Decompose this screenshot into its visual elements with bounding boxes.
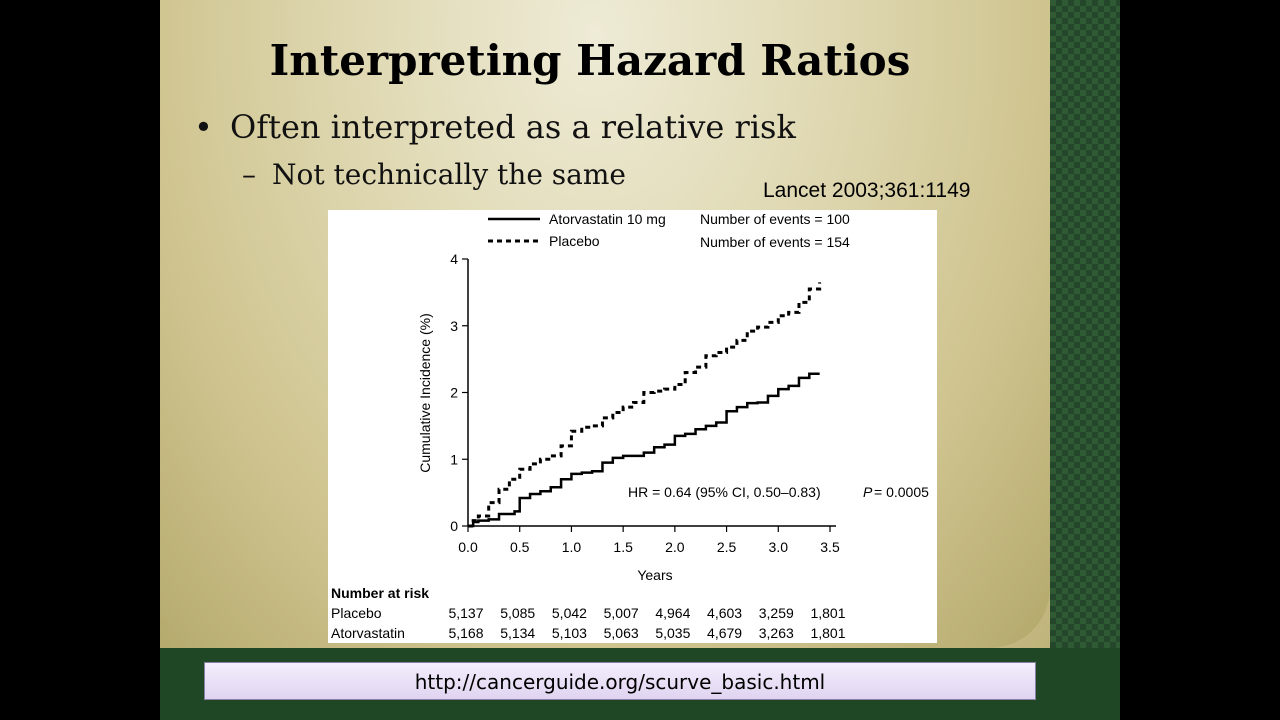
x-tick-label: 1.0	[562, 539, 582, 555]
legend-events-atorvastatin: Number of events = 100	[700, 211, 850, 227]
p-value-symbol: P	[863, 484, 873, 500]
kaplan-meier-chart: Atorvastatin 10 mg Number of events = 10…	[331, 211, 929, 641]
chart-legend: Atorvastatin 10 mg Number of events = 10…	[488, 211, 850, 250]
x-tick-label: 3.5	[820, 539, 840, 555]
sub-bullet-text: Not technically the same	[272, 158, 626, 191]
x-tick-label: 2.5	[717, 539, 737, 555]
risk-table-cell: 4,964	[655, 605, 690, 621]
risk-table-cell: 4,603	[707, 605, 742, 621]
risk-table-cell: 3,259	[759, 605, 794, 621]
checker-border	[1050, 0, 1120, 720]
series-line-placebo	[468, 282, 822, 528]
risk-row-label: Atorvastatin	[331, 625, 405, 641]
risk-table-cell: 5,063	[604, 625, 639, 641]
risk-table-cell: 5,007	[604, 605, 639, 621]
y-tick-label: 0	[450, 518, 458, 534]
x-tick-label: 0.5	[510, 539, 530, 555]
risk-table-cell: 1,801	[810, 625, 845, 641]
chart-figure: Atorvastatin 10 mg Number of events = 10…	[328, 210, 937, 643]
legend-label-atorvastatin: Atorvastatin 10 mg	[549, 211, 666, 227]
p-value-annotation: = 0.0005	[874, 484, 929, 500]
risk-row-label: Placebo	[331, 605, 382, 621]
x-tick-label: 1.5	[613, 539, 633, 555]
x-tick-label: 0.0	[458, 539, 478, 555]
chart-series	[468, 282, 822, 528]
risk-table: Placebo 5,137 5,085 5,042 5,007 4,964 4,603 3,2…	[331, 605, 846, 641]
risk-table-cell: 5,103	[552, 625, 587, 641]
source-link[interactable]: http://cancerguide.org/scurve_basic.html	[204, 662, 1036, 700]
risk-table-cell: 5,134	[500, 625, 535, 641]
slide-title: Interpreting Hazard Ratios	[269, 36, 911, 85]
bullet-item: • Often interpreted as a relative risk	[194, 108, 796, 146]
slide: Interpreting Hazard Ratios • Often interp…	[160, 0, 1120, 720]
x-tick-label: 3.0	[769, 539, 789, 555]
risk-table-cell: 5,137	[448, 605, 483, 621]
y-tick-label: 2	[450, 385, 458, 401]
legend-label-placebo: Placebo	[549, 233, 600, 249]
y-tick-label: 3	[450, 318, 458, 334]
risk-table-cell: 4,679	[707, 625, 742, 641]
risk-table-cell: 5,168	[448, 625, 483, 641]
bullet-text: Often interpreted as a relative risk	[230, 108, 796, 146]
sub-bullet-item: – Not technically the same	[242, 158, 626, 191]
sub-bullet-marker: –	[242, 158, 256, 191]
risk-table-cell: 5,035	[655, 625, 690, 641]
risk-table-title: Number at risk	[331, 585, 429, 601]
chart-axes: 0.0 0.5 1.0 1.5 2.0 2.5 3.0 3.5 0 1 2 3 4	[450, 251, 840, 555]
risk-table-cell: 3,263	[759, 625, 794, 641]
risk-table-cell: 5,042	[552, 605, 587, 621]
bullet-marker: •	[194, 108, 213, 146]
y-tick-label: 4	[450, 251, 458, 267]
x-axis-label: Years	[637, 567, 672, 583]
citation: Lancet 2003;361:1149	[763, 179, 971, 202]
legend-events-placebo: Number of events = 154	[700, 234, 850, 250]
risk-table-cell: 1,801	[810, 605, 845, 621]
risk-table-cell: 5,085	[500, 605, 535, 621]
x-tick-label: 2.0	[665, 539, 685, 555]
y-axis-label: Cumulative Incidence (%)	[417, 313, 433, 473]
y-tick-label: 1	[450, 451, 458, 467]
hazard-ratio-annotation: HR = 0.64 (95% CI, 0.50–0.83)	[628, 484, 821, 500]
series-line-atorvastatin	[468, 372, 820, 528]
